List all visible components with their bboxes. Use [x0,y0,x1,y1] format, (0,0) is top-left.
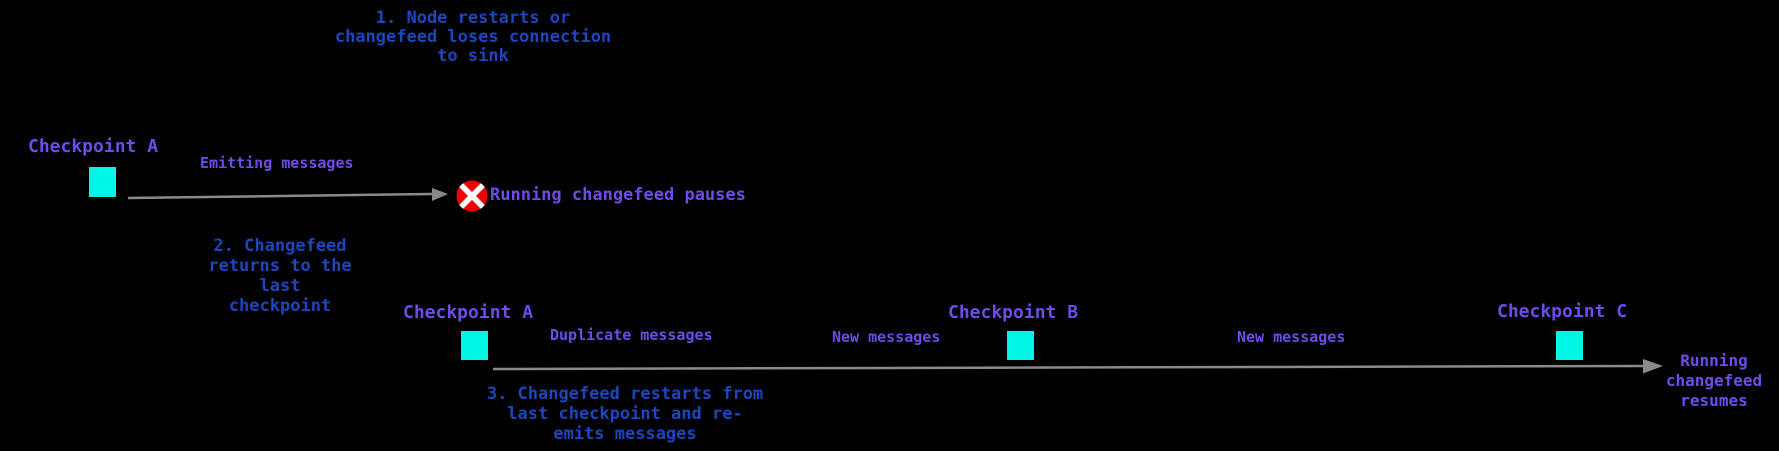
checkpoint-a-marker-t1 [89,167,116,197]
running-changefeed-resumes-label: Running changefeed resumes [1665,351,1763,410]
new-messages-label-1: New messages [832,328,941,346]
checkpoint-c-marker [1556,331,1583,360]
duplicate-messages-label: Duplicate messages [550,326,713,344]
new-messages-label-2: New messages [1237,328,1346,346]
checkpoint-a-label-t2: Checkpoint A [403,302,534,323]
emitting-messages-label: Emitting messages [200,154,354,172]
checkpoint-c-label: Checkpoint C [1497,301,1628,322]
timeline-arrow-1 [127,188,448,201]
note-step2: 2. Changefeed returns to the last checkp… [208,236,352,316]
checkpoint-b-label: Checkpoint B [948,302,1079,323]
note-step3: 3. Changefeed restarts from last checkpo… [486,384,764,444]
running-changefeed-pauses-label: Running changefeed pauses [490,185,746,205]
checkpoint-a-marker-t2 [461,331,488,360]
note-step1: 1. Node restarts or changefeed loses con… [334,8,612,66]
checkpoint-a-label-t1: Checkpoint A [28,136,159,157]
timeline-arrow-2 [492,359,1663,374]
checkpoint-b-marker [1007,331,1034,360]
changefeed-paused-error-icon [456,180,488,212]
